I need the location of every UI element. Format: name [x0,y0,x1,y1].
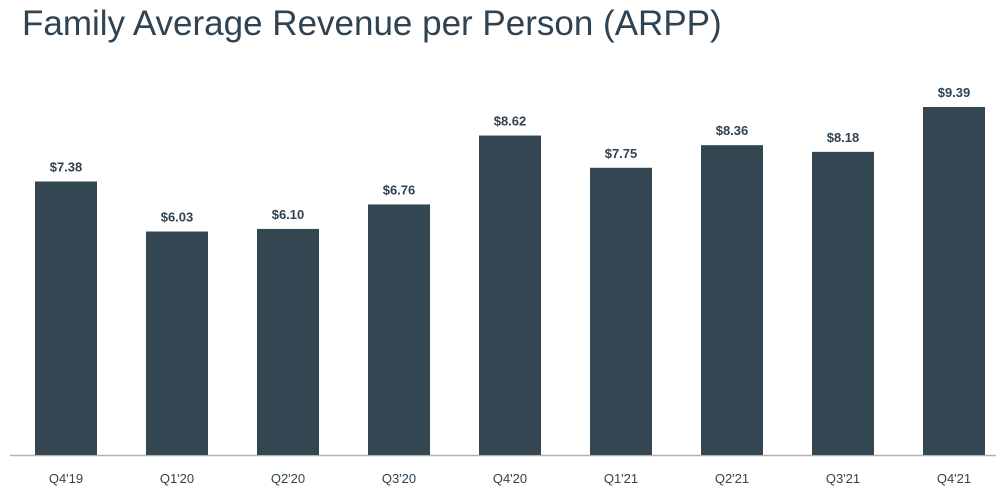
bars-layer [35,107,985,456]
bar-4 [479,135,541,455]
chart-title: Family Average Revenue per Person (ARPP) [22,4,722,43]
data-labels-layer: $7.38 $6.03 $6.10 $6.76 $8.62 $7.75 $8.36 $8.18… [50,85,971,225]
x-tick-labels-layer: Q4'19 Q1'20 Q2'20 Q3'20 Q4'20 Q1'21 Q2'21 Q3'21… [49,471,971,486]
x-tick-label-8: Q4'21 [937,471,971,486]
data-label-3: $6.76 [383,182,416,197]
data-label-5: $7.75 [605,146,638,161]
data-label-6: $8.36 [716,123,749,138]
bar-6 [701,145,763,455]
data-label-7: $8.18 [827,130,860,145]
bar-8 [923,107,985,455]
x-tick-label-1: Q1'20 [160,471,194,486]
data-label-2: $6.10 [272,207,305,222]
x-tick-label-3: Q3'20 [382,471,416,486]
data-label-0: $7.38 [50,159,83,174]
data-label-4: $8.62 [494,114,527,129]
data-label-8: $9.39 [938,85,971,100]
x-tick-label-4: Q4'20 [493,471,527,486]
bar-0 [35,181,97,456]
bar-5 [590,167,652,456]
x-tick-label-2: Q2'20 [271,471,305,486]
bar-3 [368,204,430,455]
data-label-1: $6.03 [161,210,194,225]
x-tick-label-0: Q4'19 [49,471,83,486]
bar-2 [257,228,319,455]
bar-1 [146,231,208,455]
bar-7 [812,151,874,455]
x-tick-label-7: Q3'21 [826,471,860,486]
x-tick-label-5: Q1'21 [604,471,638,486]
x-tick-label-6: Q2'21 [715,471,749,486]
